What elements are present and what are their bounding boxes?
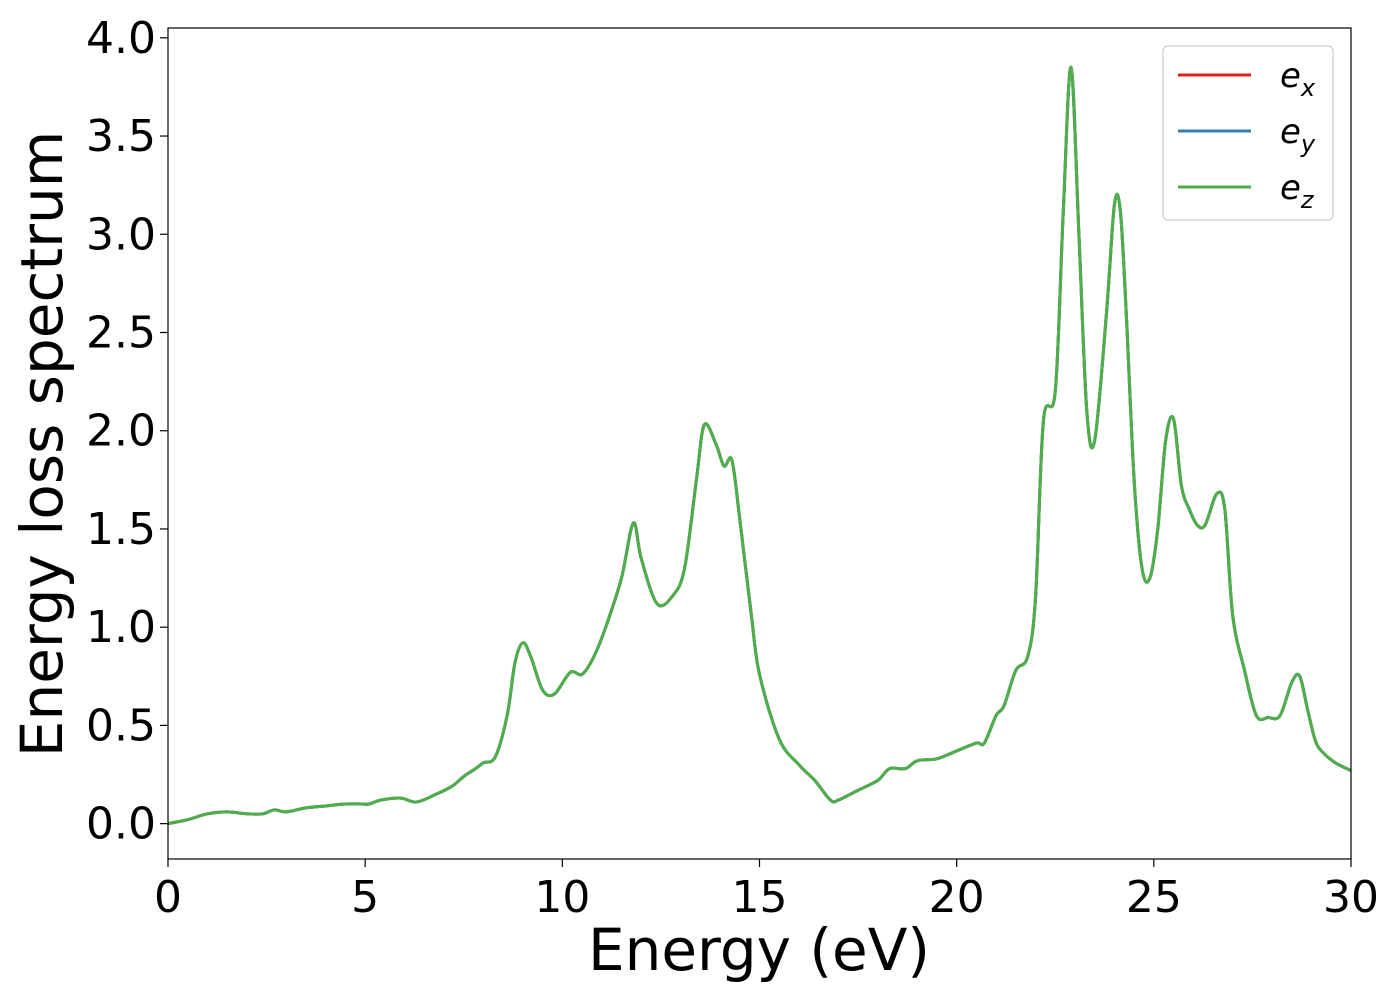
x-tick-label: 25: [1126, 872, 1182, 923]
y-tick-label: 0.0: [86, 799, 156, 850]
x-tick-label: 20: [929, 872, 985, 923]
x-tick-label: 5: [351, 872, 379, 923]
x-axis-ticks: 0 5 10 15 20 25 30: [154, 859, 1379, 923]
x-tick-label: 10: [534, 872, 590, 923]
legend-label-ex: ex: [1280, 56, 1316, 102]
y-tick-label: 4.0: [86, 13, 156, 64]
legend-label-ey: ey: [1280, 112, 1316, 158]
y-tick-label: 2.0: [86, 406, 156, 457]
x-tick-label: 0: [154, 872, 182, 923]
series-layer: [168, 65, 1351, 826]
y-tick-label: 2.5: [86, 308, 156, 359]
y-tick-label: 1.0: [86, 602, 156, 653]
legend-items: ex ey ez: [1178, 56, 1316, 214]
y-tick-label: 0.5: [86, 700, 156, 751]
y-tick-label: 3.0: [86, 209, 156, 260]
y-tick-label: 3.5: [86, 111, 156, 162]
legend-box: [1162, 45, 1334, 221]
x-tick-label: 15: [732, 872, 788, 923]
legend: ex ey ez: [1162, 45, 1334, 221]
series-line-ez: [168, 65, 1351, 826]
x-axis-label: Energy (eV): [588, 916, 930, 984]
y-tick-label: 1.5: [86, 504, 156, 555]
x-tick-label: 30: [1323, 872, 1379, 923]
y-axis-ticks: 0.0 0.5 1.0 1.5 2.0 2.5 3.0 3.5 4.0: [86, 13, 168, 850]
legend-label-ez: ez: [1280, 168, 1315, 214]
y-axis-label: Energy loss spectrum: [8, 131, 76, 757]
